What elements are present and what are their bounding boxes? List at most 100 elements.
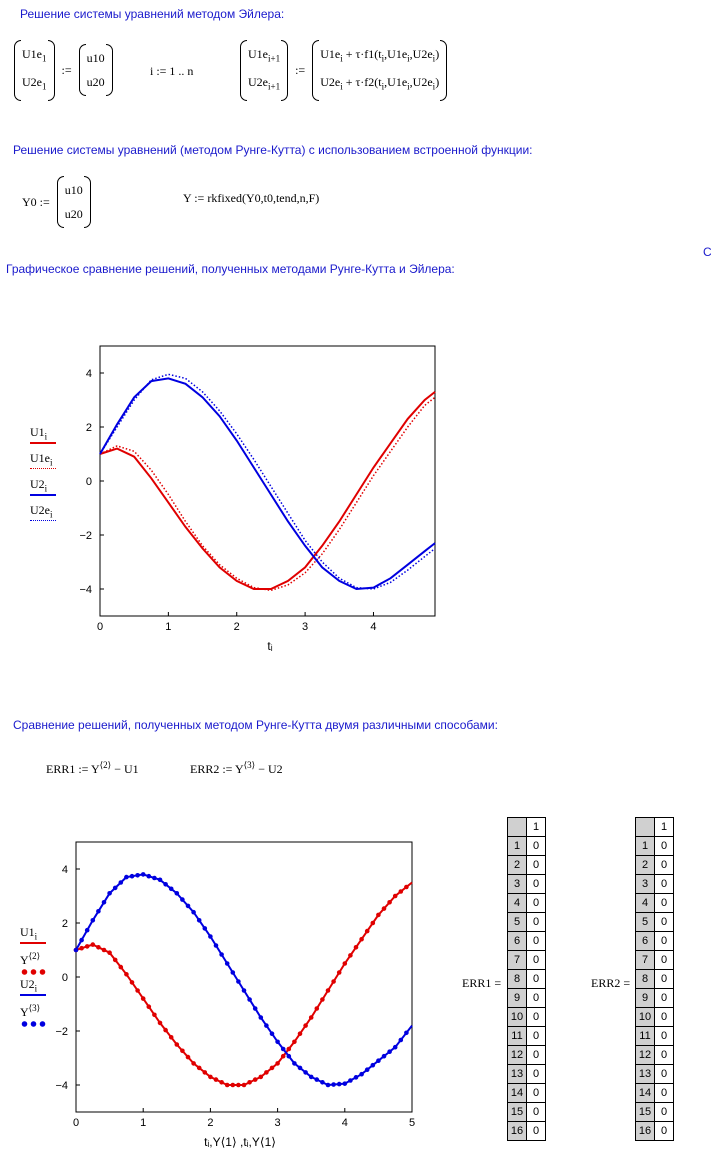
cell-value: 0 <box>526 874 546 894</box>
series-point-u2 <box>252 1006 258 1011</box>
x-tick-label: 0 <box>73 1117 79 1129</box>
err1-definition: ERR1 := Y⟨2⟩ − U1 <box>46 760 139 776</box>
series-point-u1 <box>107 950 112 955</box>
euler-initial-condition: U1e1 U2e1 := u10 u20 <box>14 40 113 101</box>
legend-entry: Y⟨2⟩ <box>20 951 70 977</box>
row-index: 16 <box>507 1121 527 1141</box>
series-point-u1 <box>174 1042 180 1047</box>
series-point-u2 <box>185 903 191 909</box>
euler-iter-rhs: U1ei + τ·f1(ti,U1ei,U2ei) U2ei + τ·f2(ti… <box>312 40 448 101</box>
series-point-u1 <box>152 1012 157 1018</box>
series-point-u1 <box>129 980 135 985</box>
series-point-u2 <box>96 909 101 914</box>
row-index: 14 <box>507 1083 527 1103</box>
row-index: 6 <box>635 931 655 951</box>
row-index: 11 <box>507 1026 527 1046</box>
cell-value: 0 <box>526 1102 546 1122</box>
legend-swatch <box>20 942 46 945</box>
series-point-u2 <box>191 909 196 915</box>
series-line-u1e <box>99 396 436 592</box>
x-tick-label: 1 <box>140 1117 146 1129</box>
series-point-u2 <box>387 1049 392 1054</box>
legend-swatch <box>20 994 46 997</box>
euler-range: i := 1 .. n <box>150 64 194 78</box>
series-point-u2 <box>342 1081 348 1086</box>
series-point-u1 <box>79 945 84 951</box>
legend-entry: U1i <box>20 925 70 951</box>
series-point-u2 <box>275 1039 280 1045</box>
series-point-u1 <box>241 1082 247 1088</box>
series-point-u2 <box>348 1078 353 1083</box>
series-point-u1 <box>348 953 353 958</box>
series-point-u1 <box>96 945 101 950</box>
cell-value: 0 <box>654 931 674 951</box>
series-point-u1 <box>331 979 336 984</box>
row-index: 3 <box>507 874 527 894</box>
legend-label: Y⟨2⟩ <box>20 951 41 967</box>
series-point-u2 <box>353 1075 359 1080</box>
series-point-u2 <box>292 1061 297 1066</box>
row-index: 4 <box>507 893 527 913</box>
series-point-u2 <box>404 1030 409 1036</box>
row-index: 4 <box>635 893 655 913</box>
series-point-u1 <box>398 889 404 894</box>
series-point-u2 <box>219 952 224 957</box>
legend-entry: U2i <box>30 477 75 503</box>
row-index: 14 <box>635 1083 655 1103</box>
cell-value: 0 <box>654 988 674 1008</box>
table-row: 12 0 <box>635 1045 674 1065</box>
row-index: 6 <box>507 931 527 951</box>
row-index: 15 <box>635 1102 655 1122</box>
chart-rk-two-ways: 0 1 2 3 4 5 −4 −2 0 2 4 tᵢ,Y⟨1⟩ ,tᵢ,Y⟨1⟩ <box>55 841 415 1149</box>
series-point-u2 <box>398 1037 404 1043</box>
series-point-u2 <box>101 900 107 905</box>
y-tick-label: −4 <box>55 1080 68 1092</box>
x-axis-label: tᵢ,Y⟨1⟩ ,tᵢ,Y⟨1⟩ <box>204 1135 276 1149</box>
legend-label: U2i <box>20 977 38 994</box>
cell-value: 0 <box>526 836 546 856</box>
legend-entry: U1ei <box>30 451 75 477</box>
rk-initial-condition: Y0 := u10 u20 <box>22 176 91 228</box>
series-point-u1 <box>84 944 90 949</box>
row-index: 1 <box>507 836 527 856</box>
series-point-u2 <box>213 943 219 948</box>
x-axis-label: tᵢ <box>267 639 272 653</box>
table-row: 10 0 <box>507 1007 546 1027</box>
series-point-u2 <box>286 1053 292 1059</box>
series-point-u2 <box>320 1080 325 1085</box>
series-line-u1 <box>75 881 413 1086</box>
err1-label: ERR1 = <box>462 976 502 990</box>
heading-euler: Решение системы уравнений методом Эйлера… <box>20 7 285 21</box>
table-row: 16 0 <box>635 1121 674 1141</box>
series-point-u2 <box>180 897 185 902</box>
cell-value: 0 <box>526 912 546 932</box>
row-index: 11 <box>635 1026 655 1046</box>
cell-value: 0 <box>654 1026 674 1046</box>
x-tick-label: 3 <box>275 1117 281 1129</box>
series-point-u2 <box>107 891 112 896</box>
cell-value: 0 <box>526 988 546 1008</box>
series-point-u2 <box>269 1031 275 1036</box>
cell-value: 0 <box>654 912 674 932</box>
series-point-u2 <box>336 1081 342 1087</box>
series-point-u2 <box>392 1044 398 1050</box>
legend-swatch <box>30 520 56 522</box>
series-point-u2 <box>241 988 247 993</box>
legend-label: U2ei <box>30 503 53 520</box>
y-tick-label: 2 <box>86 422 92 434</box>
series-point-u1 <box>364 928 370 934</box>
series-line-u2 <box>75 873 413 1087</box>
series-point-u2 <box>84 927 90 933</box>
series-point-u1 <box>280 1053 286 1059</box>
euler-init-vector: u10 u20 <box>78 44 113 97</box>
legend-swatch <box>20 969 46 975</box>
legend-label: U1i <box>30 425 48 442</box>
